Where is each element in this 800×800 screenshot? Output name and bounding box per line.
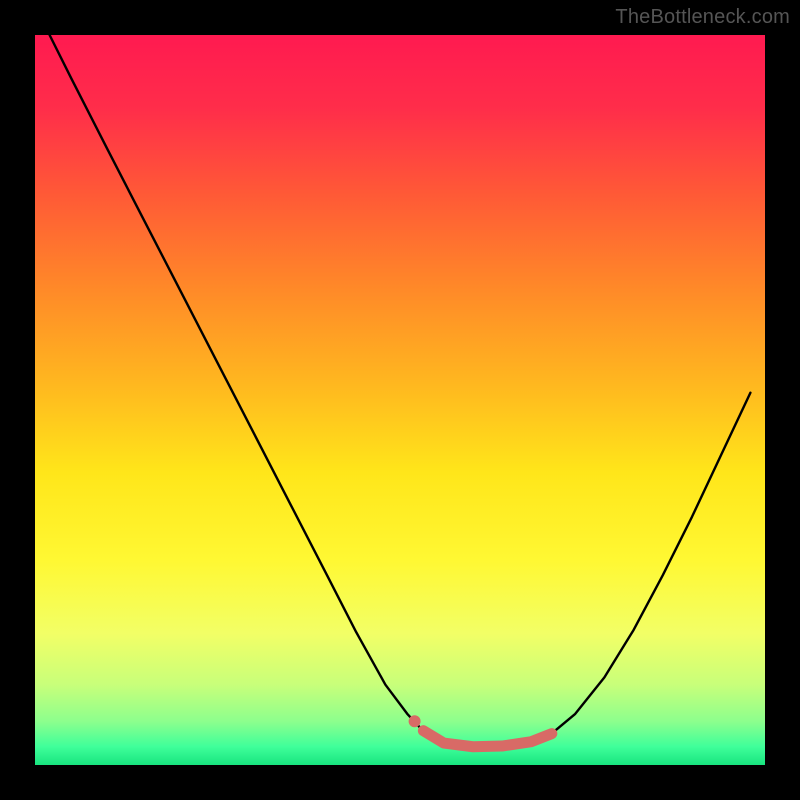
bottleneck-chart: TheBottleneck.com bbox=[0, 0, 800, 800]
chart-svg bbox=[0, 0, 800, 800]
watermark-label: TheBottleneck.com bbox=[615, 6, 790, 29]
highlight-dot bbox=[409, 715, 421, 727]
plot-gradient-background bbox=[35, 35, 765, 765]
